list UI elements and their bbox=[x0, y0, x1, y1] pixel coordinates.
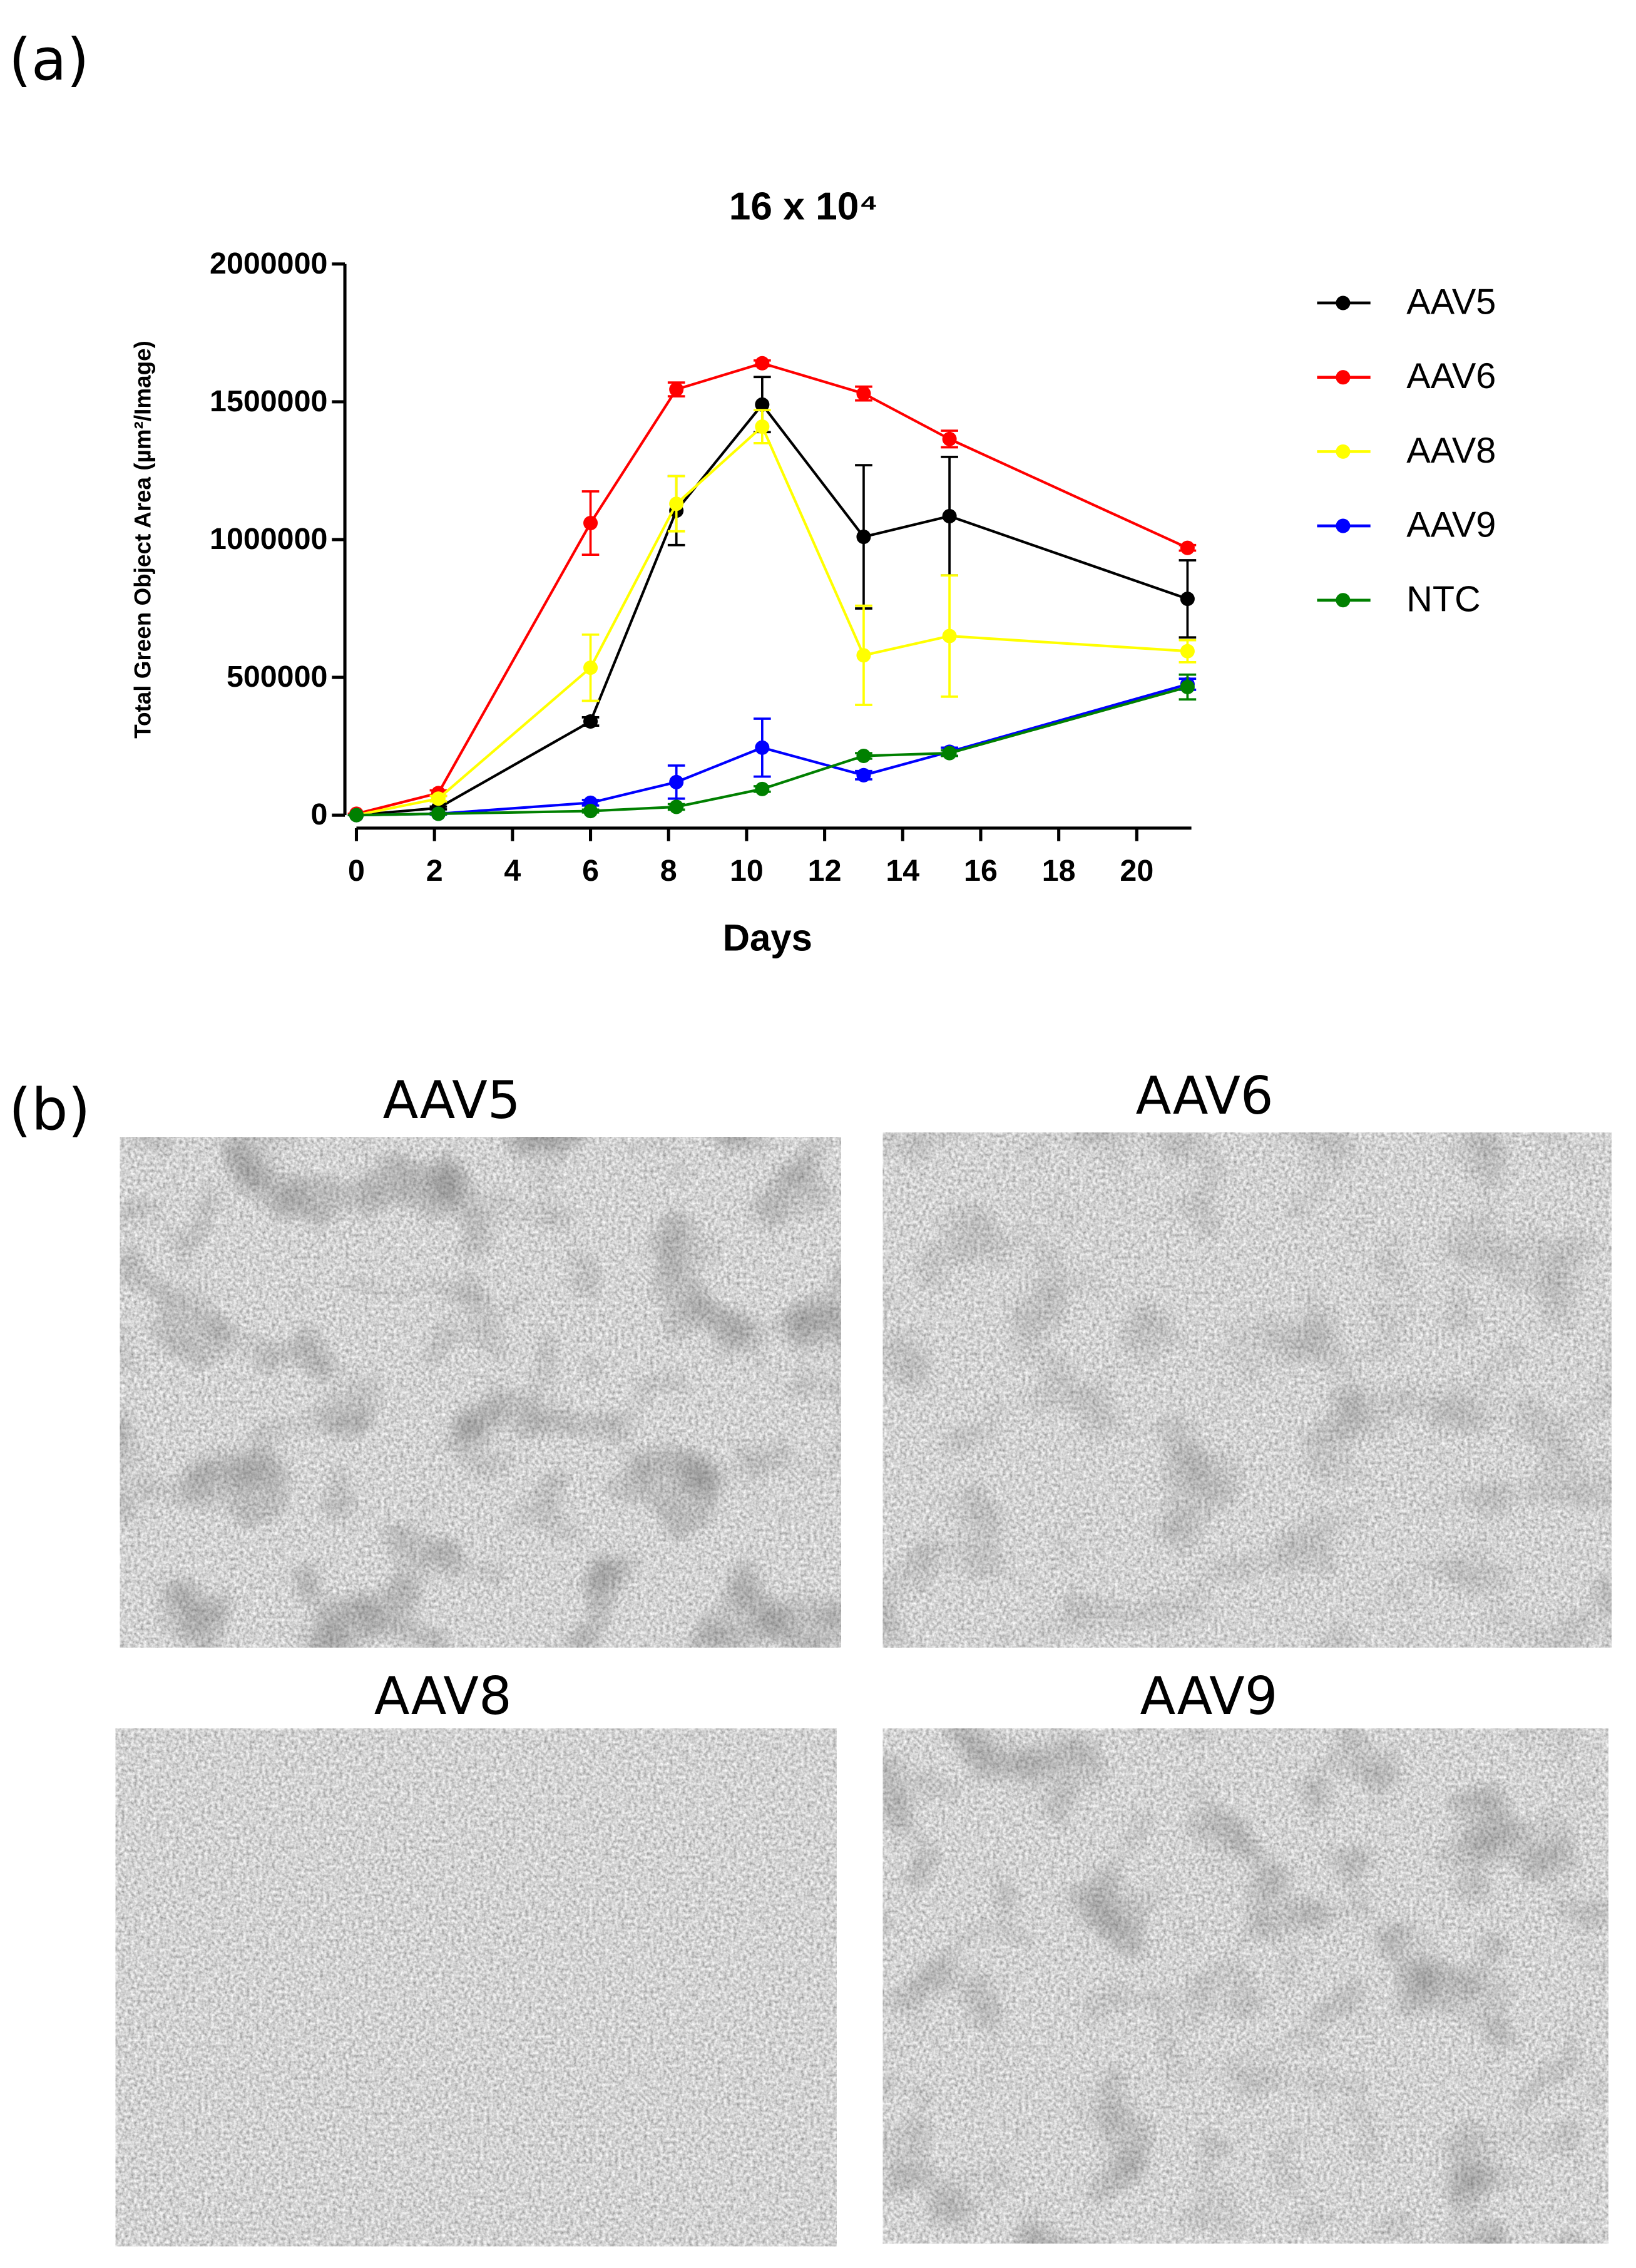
image-title: AAV5 bbox=[383, 1070, 521, 1131]
micrograph-shade bbox=[882, 1132, 1612, 1648]
data-point bbox=[583, 804, 598, 819]
legend-marker bbox=[1336, 370, 1351, 385]
chart-title: 16 x 10⁴ bbox=[729, 185, 878, 228]
panel-label: (a) bbox=[9, 26, 89, 93]
legend-label: NTC bbox=[1406, 579, 1480, 619]
data-point bbox=[755, 356, 770, 371]
data-point bbox=[349, 808, 364, 823]
image-title: AAV9 bbox=[1140, 1666, 1278, 1727]
data-point bbox=[942, 629, 957, 644]
data-point bbox=[856, 530, 871, 545]
series-line bbox=[356, 683, 1188, 817]
micrograph-shade bbox=[120, 1137, 841, 1648]
image-title: AAV8 bbox=[374, 1666, 512, 1727]
legend-marker bbox=[1336, 518, 1351, 533]
data-point bbox=[755, 740, 770, 755]
data-point bbox=[1180, 679, 1195, 694]
data-point bbox=[583, 660, 598, 675]
legend-label: AAV5 bbox=[1406, 282, 1496, 322]
micrograph-shade bbox=[882, 1728, 1608, 2244]
data-point bbox=[669, 382, 684, 397]
series-line bbox=[356, 402, 1189, 817]
data-point bbox=[755, 397, 770, 412]
data-point bbox=[856, 748, 871, 764]
x-tick-label: 0 bbox=[348, 854, 365, 888]
series-line bbox=[356, 424, 1188, 817]
x-tick-label: 10 bbox=[730, 854, 764, 888]
legend-marker bbox=[1336, 295, 1351, 310]
x-axis-title: Days bbox=[723, 916, 812, 958]
data-point bbox=[755, 781, 770, 796]
y-axis-title: Total Green Object Area (µm²/Image) bbox=[130, 341, 155, 739]
data-point bbox=[942, 431, 957, 446]
data-point bbox=[1180, 592, 1195, 607]
x-tick-label: 4 bbox=[504, 854, 521, 888]
data-point bbox=[856, 648, 871, 663]
legend-marker bbox=[1336, 593, 1351, 608]
x-tick-label: 2 bbox=[426, 854, 443, 888]
legend-label: AAV8 bbox=[1406, 431, 1496, 471]
x-tick-label: 20 bbox=[1120, 854, 1153, 888]
x-tick-label: 16 bbox=[964, 854, 998, 888]
legend-label: AAV9 bbox=[1406, 505, 1496, 545]
panel-label: (b) bbox=[9, 1076, 90, 1144]
x-tick-label: 18 bbox=[1042, 854, 1076, 888]
data-point bbox=[856, 767, 871, 783]
micrograph bbox=[115, 1728, 837, 2247]
x-tick-label: 14 bbox=[886, 854, 919, 888]
y-tick-label: 1500000 bbox=[210, 384, 327, 418]
y-tick-label: 500000 bbox=[227, 660, 327, 694]
data-point bbox=[583, 516, 598, 531]
data-point bbox=[583, 714, 598, 729]
y-tick-label: 1000000 bbox=[210, 522, 327, 556]
micrographs: AAV5 AAV6 AAV8 AAV9 bbox=[115, 1065, 1612, 2247]
data-point bbox=[669, 496, 684, 511]
y-tick-label: 0 bbox=[310, 798, 327, 831]
series-line bbox=[356, 685, 1188, 817]
data-point bbox=[431, 806, 446, 821]
series-line bbox=[355, 362, 1189, 815]
legend-marker bbox=[1336, 444, 1351, 459]
data-point bbox=[1180, 644, 1195, 659]
x-tick-label: 8 bbox=[660, 854, 677, 888]
data-point bbox=[1180, 540, 1195, 555]
image-title: AAV6 bbox=[1136, 1065, 1274, 1126]
legend-label: AAV6 bbox=[1406, 356, 1496, 396]
data-point bbox=[669, 799, 684, 814]
x-tick-label: 12 bbox=[808, 854, 842, 888]
data-point bbox=[669, 774, 684, 789]
data-point bbox=[942, 509, 957, 524]
data-point bbox=[431, 791, 446, 806]
x-tick-label: 6 bbox=[582, 854, 599, 888]
data-point bbox=[856, 386, 871, 401]
data-point bbox=[942, 746, 957, 761]
y-tick-label: 2000000 bbox=[210, 247, 327, 280]
data-point bbox=[755, 419, 770, 434]
